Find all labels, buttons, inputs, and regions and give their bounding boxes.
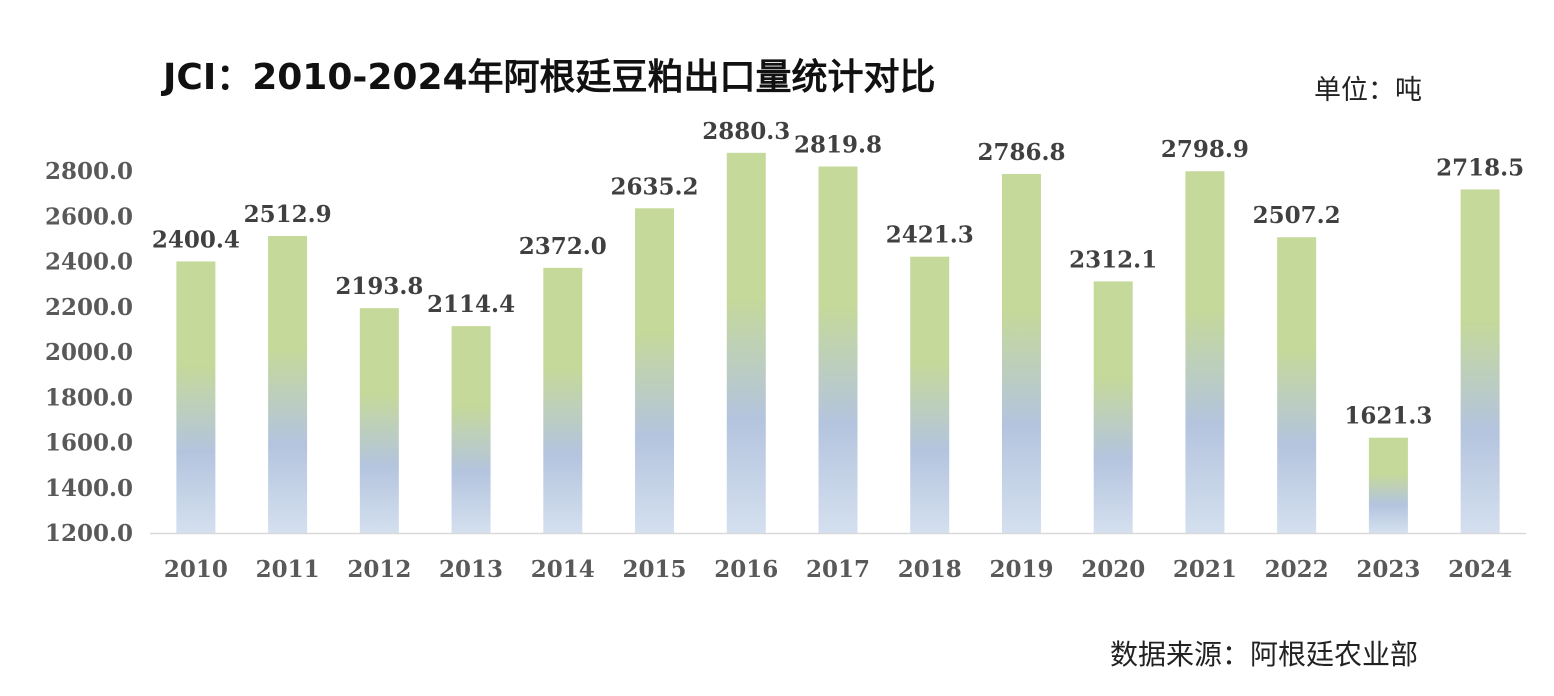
data-label-2021: 2798.9 [1161, 136, 1249, 163]
bar-2012 [359, 308, 399, 533]
y-tick-label: 2400.0 [45, 249, 133, 276]
x-tick-label: 2017 [806, 556, 870, 583]
y-tick-label: 1600.0 [45, 430, 133, 457]
bar-2016 [726, 152, 766, 533]
data-label-2013: 2114.4 [427, 291, 515, 318]
data-label-2024: 2718.5 [1436, 154, 1524, 181]
bar-series [176, 152, 1500, 534]
y-tick-label: 2800.0 [45, 158, 133, 185]
x-tick-label: 2015 [623, 556, 687, 583]
bar-2011 [268, 235, 308, 534]
x-tick-label: 2016 [714, 556, 778, 583]
data-label-2022: 2507.2 [1253, 202, 1341, 229]
data-label-2020: 2312.1 [1069, 246, 1157, 273]
bar-2018 [910, 256, 950, 533]
x-tick-label: 2012 [347, 556, 411, 583]
y-tick-label: 2000.0 [45, 339, 133, 366]
data-label-2018: 2421.3 [886, 222, 974, 249]
source-label: 数据来源：阿根廷农业部 [1110, 638, 1419, 671]
x-tick-label: 2024 [1448, 556, 1512, 583]
y-axis: 1200.0 1400.0 1600.0 1800.0 2000.0 2200.0 2400… [45, 158, 133, 547]
bar-2020 [1093, 281, 1133, 533]
data-label-2017: 2819.8 [794, 132, 882, 159]
bar-2024 [1460, 189, 1500, 533]
x-tick-label: 2021 [1173, 556, 1237, 583]
bar-2010 [176, 261, 216, 533]
bar-2019 [1001, 173, 1041, 533]
x-tick-label: 2014 [531, 556, 595, 583]
y-tick-label: 1400.0 [45, 475, 133, 502]
chart-title: JCI：2010-2024年阿根廷豆粕出口量统计对比 [163, 57, 936, 98]
y-tick-label: 2200.0 [45, 294, 133, 321]
x-tick-label: 2013 [439, 556, 503, 583]
y-tick-label: 1800.0 [45, 384, 133, 411]
unit-label: 单位：吨 [1314, 75, 1422, 106]
bar-2014 [543, 267, 583, 533]
bar-2013 [451, 326, 491, 533]
x-tick-label: 2011 [256, 556, 320, 583]
x-tick-label: 2019 [989, 556, 1053, 583]
x-tick-label: 2018 [898, 556, 962, 583]
bar-2023 [1368, 437, 1408, 533]
y-tick-label: 2600.0 [45, 203, 133, 230]
x-tick-label: 2020 [1081, 556, 1145, 583]
bar-2021 [1185, 171, 1225, 533]
x-tick-label: 2022 [1265, 556, 1329, 583]
x-tick-label: 2023 [1356, 556, 1420, 583]
data-label-2010: 2400.4 [152, 226, 240, 253]
data-label-2023: 1621.3 [1344, 403, 1432, 430]
data-label-2015: 2635.2 [611, 173, 699, 200]
bar-2017 [818, 166, 858, 533]
x-tick-label: 2010 [164, 556, 228, 583]
bar-2015 [635, 208, 675, 533]
data-label-2011: 2512.9 [244, 201, 332, 228]
data-label-2012: 2193.8 [335, 273, 423, 300]
data-label-2016: 2880.3 [702, 118, 790, 145]
data-label-2019: 2786.8 [977, 139, 1065, 166]
bar-2022 [1277, 237, 1317, 533]
y-tick-label: 1200.0 [45, 520, 133, 547]
x-axis: 2010 2011 2012 2013 2014 2015 2016 2017 2018 2019… [150, 532, 1526, 583]
data-label-2014: 2372.0 [519, 233, 607, 260]
